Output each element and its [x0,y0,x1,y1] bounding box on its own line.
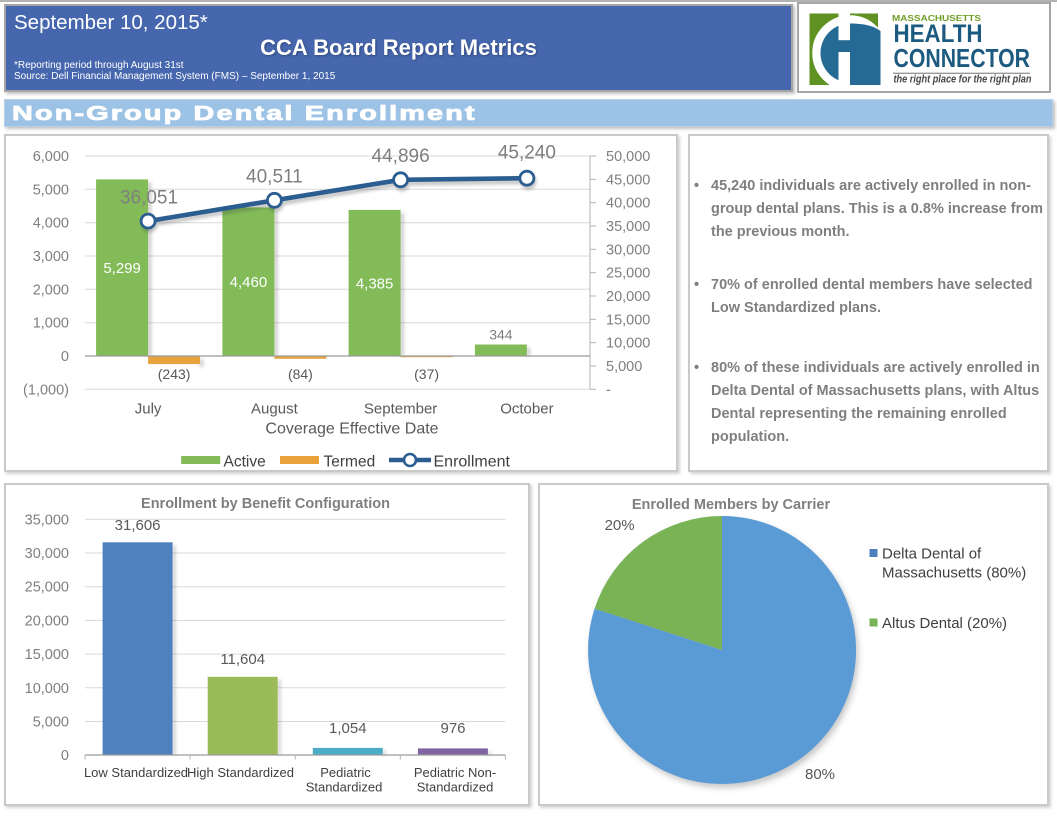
svg-text:(1,000): (1,000) [23,382,69,398]
svg-text:10,000: 10,000 [606,336,650,352]
svg-text:10,000: 10,000 [25,681,69,697]
svg-text:0: 0 [61,349,69,365]
svg-text:Standardized: Standardized [417,780,494,795]
svg-text:2,000: 2,000 [33,282,69,298]
svg-text:15,000: 15,000 [606,312,650,328]
svg-text:5,000: 5,000 [33,715,69,731]
svg-text:Altus Dental (20%): Altus Dental (20%) [882,615,1007,632]
svg-text:45,240: 45,240 [498,143,556,164]
svg-text:HEALTH: HEALTH [894,21,983,48]
svg-text:45,000: 45,000 [606,172,650,188]
svg-text:the right place for the right: the right place for the right plan [894,74,1032,86]
svg-text:Enrollment: Enrollment [434,454,511,471]
svg-text:40,511: 40,511 [246,167,303,188]
svg-text:CONNECTOR: CONNECTOR [894,43,1031,73]
svg-text:Enrolled Members by Carrier: Enrolled Members by Carrier [632,497,831,513]
svg-text:September: September [364,401,437,418]
svg-text:-: - [606,382,611,398]
svg-text:4,460: 4,460 [230,274,268,291]
svg-text:0: 0 [61,748,69,764]
svg-text:Pediatric: Pediatric [320,765,371,780]
svg-text:(84): (84) [288,366,313,382]
svg-text:5,299: 5,299 [103,260,141,277]
svg-text:Massachusetts (80%): Massachusetts (80%) [882,565,1026,582]
svg-text:July: July [135,401,162,418]
svg-text:August: August [251,401,299,418]
svg-text:31,606: 31,606 [115,517,161,534]
svg-text:20,000: 20,000 [25,613,69,629]
svg-text:50,000: 50,000 [606,149,650,165]
svg-text:MASSACHUSETTS: MASSACHUSETTS [892,13,981,23]
svg-text:5,000: 5,000 [33,182,69,198]
svg-text:976: 976 [440,720,465,737]
svg-text:30,000: 30,000 [606,242,650,258]
svg-text:30,000: 30,000 [25,546,69,562]
svg-text:Standardized: Standardized [306,780,383,795]
svg-text:Active: Active [224,454,266,471]
svg-text:15,000: 15,000 [25,647,69,663]
svg-text:25,000: 25,000 [25,580,69,596]
svg-text:344: 344 [489,327,513,343]
svg-text:Termed: Termed [324,454,376,471]
svg-text:1,000: 1,000 [33,316,69,332]
svg-text:40,000: 40,000 [606,196,650,212]
svg-text:4,385: 4,385 [356,275,394,292]
svg-text:1,054: 1,054 [329,720,367,737]
svg-text:5,000: 5,000 [606,359,642,375]
svg-text:(37): (37) [414,366,439,382]
svg-text:Enrollment by Benefit Configur: Enrollment by Benefit Configuration [141,496,390,512]
svg-text:35,000: 35,000 [25,512,69,528]
svg-text:3,000: 3,000 [33,249,69,265]
svg-text:Pediatric Non-: Pediatric Non- [414,765,496,780]
svg-text:20,000: 20,000 [606,289,650,305]
svg-text:Coverage Effective Date: Coverage Effective Date [265,421,438,438]
svg-text:44,896: 44,896 [372,146,430,167]
svg-text:Delta Dental of: Delta Dental of [882,546,982,563]
svg-text:(243): (243) [158,366,191,382]
svg-text:4,000: 4,000 [33,216,69,232]
svg-text:80%: 80% [805,766,835,783]
svg-text:11,604: 11,604 [220,651,265,668]
svg-text:36,051: 36,051 [120,188,178,209]
svg-text:20%: 20% [605,517,635,534]
svg-text:25,000: 25,000 [606,266,650,282]
svg-text:6,000: 6,000 [33,149,69,165]
svg-text:High Standardized: High Standardized [187,765,294,780]
svg-text:35,000: 35,000 [606,219,650,235]
svg-text:October: October [500,401,553,418]
svg-text:Low Standardized: Low Standardized [84,765,188,780]
